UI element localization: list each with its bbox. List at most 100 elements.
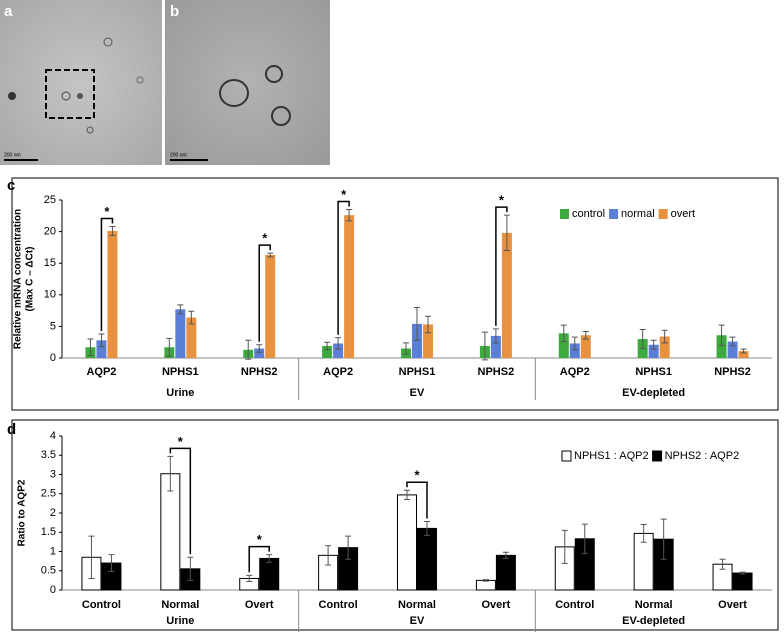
significance-label: * — [178, 434, 184, 449]
legend-swatch — [652, 450, 663, 462]
error-bar — [266, 554, 273, 563]
x-tick-label: Control — [82, 599, 121, 611]
y-tick-label: 2 — [50, 507, 56, 519]
x-tick-label: Normal — [161, 599, 199, 611]
bar — [259, 557, 280, 591]
error-bar — [88, 535, 95, 579]
significance-label: * — [104, 204, 110, 219]
bar — [659, 336, 670, 358]
group-label: EV-depleted — [622, 387, 685, 399]
bar — [254, 348, 265, 358]
error-bar — [582, 330, 589, 340]
panel-label: d — [7, 421, 16, 438]
y-tick-label: 15 — [44, 257, 56, 269]
y-tick-label: 3.5 — [41, 449, 56, 461]
bar — [107, 230, 118, 358]
error-bar — [481, 331, 488, 361]
bar — [417, 527, 437, 591]
error-bar — [502, 551, 509, 559]
y-axis-label: Ratio to AQP2 — [17, 479, 28, 546]
error-bar — [325, 545, 332, 566]
y-tick-label: 2.5 — [41, 488, 56, 500]
bar — [475, 579, 496, 591]
significance-bracket — [337, 200, 350, 335]
panel-label: b — [170, 3, 179, 20]
error-bar — [403, 342, 409, 355]
micrograph-a — [0, 0, 162, 165]
bar — [96, 340, 107, 358]
panel-frame — [11, 419, 779, 631]
error-bar — [660, 518, 667, 560]
significance-label: * — [341, 187, 347, 202]
legend-label: control — [572, 208, 605, 220]
error-bar — [188, 310, 195, 325]
error-bar — [87, 338, 94, 356]
micrograph-b — [165, 0, 330, 165]
group-label: Urine — [166, 615, 194, 627]
group-label: EV — [410, 615, 425, 627]
error-bar — [98, 333, 105, 348]
bar — [186, 317, 197, 358]
y-axis-label: (Max C – ΔCt) — [25, 247, 36, 312]
x-tick-label: AQP2 — [86, 366, 116, 378]
y-tick-label: 3 — [50, 468, 56, 480]
y-tick-label: 1.5 — [41, 526, 56, 538]
error-bar — [650, 339, 657, 350]
y-tick-label: 4 — [50, 430, 56, 442]
panel-label: a — [4, 3, 13, 20]
error-bar — [187, 556, 194, 581]
error-bar — [424, 520, 430, 536]
significance-bracket — [495, 206, 508, 326]
bar — [569, 343, 580, 358]
bar — [322, 345, 333, 358]
panel-label: c — [7, 177, 15, 194]
error-bar — [346, 208, 353, 222]
error-bar — [109, 226, 116, 236]
error-bar — [324, 341, 331, 351]
bar — [580, 335, 591, 358]
x-tick-label: Overt — [482, 599, 511, 611]
error-bar — [581, 523, 588, 554]
error-bar — [560, 324, 567, 343]
significance-label: * — [499, 193, 505, 208]
error-bar — [492, 328, 499, 344]
legend-swatch — [658, 209, 668, 219]
error-bar — [740, 348, 747, 354]
legend-label: normal — [621, 208, 655, 220]
scale-label: 200 nm — [4, 152, 21, 158]
x-tick-label: NPHS1 — [635, 366, 672, 378]
error-bar — [561, 529, 568, 564]
group-label: EV — [410, 387, 425, 399]
bar — [265, 254, 276, 358]
error-bar — [661, 329, 668, 344]
error-bar — [246, 574, 253, 583]
error-bar — [245, 339, 252, 360]
y-tick-label: 0 — [50, 352, 56, 364]
significance-bracket — [100, 217, 114, 331]
error-bar — [739, 571, 746, 575]
y-tick-label: 20 — [44, 226, 56, 238]
bar — [501, 232, 512, 358]
legend-swatch — [561, 450, 572, 462]
error-bar — [108, 554, 115, 573]
x-tick-label: Normal — [635, 599, 673, 611]
legend-label: overt — [671, 208, 695, 220]
significance-bracket — [258, 244, 271, 342]
bar — [648, 344, 659, 358]
bar — [558, 333, 569, 358]
error-bar — [425, 315, 431, 334]
group-label: EV-depleted — [622, 615, 685, 627]
bar — [495, 554, 516, 591]
y-tick-label: 1 — [50, 545, 56, 557]
error-bar — [177, 304, 184, 315]
x-tick-label: AQP2 — [323, 366, 353, 378]
panel-frame — [11, 177, 779, 411]
error-bar — [639, 329, 646, 350]
bar — [732, 572, 753, 591]
error-bar — [482, 579, 489, 582]
error-bar — [414, 306, 420, 341]
significance-label: * — [414, 468, 420, 483]
bar — [412, 323, 422, 358]
error-bar — [256, 344, 263, 353]
bar — [397, 494, 417, 591]
